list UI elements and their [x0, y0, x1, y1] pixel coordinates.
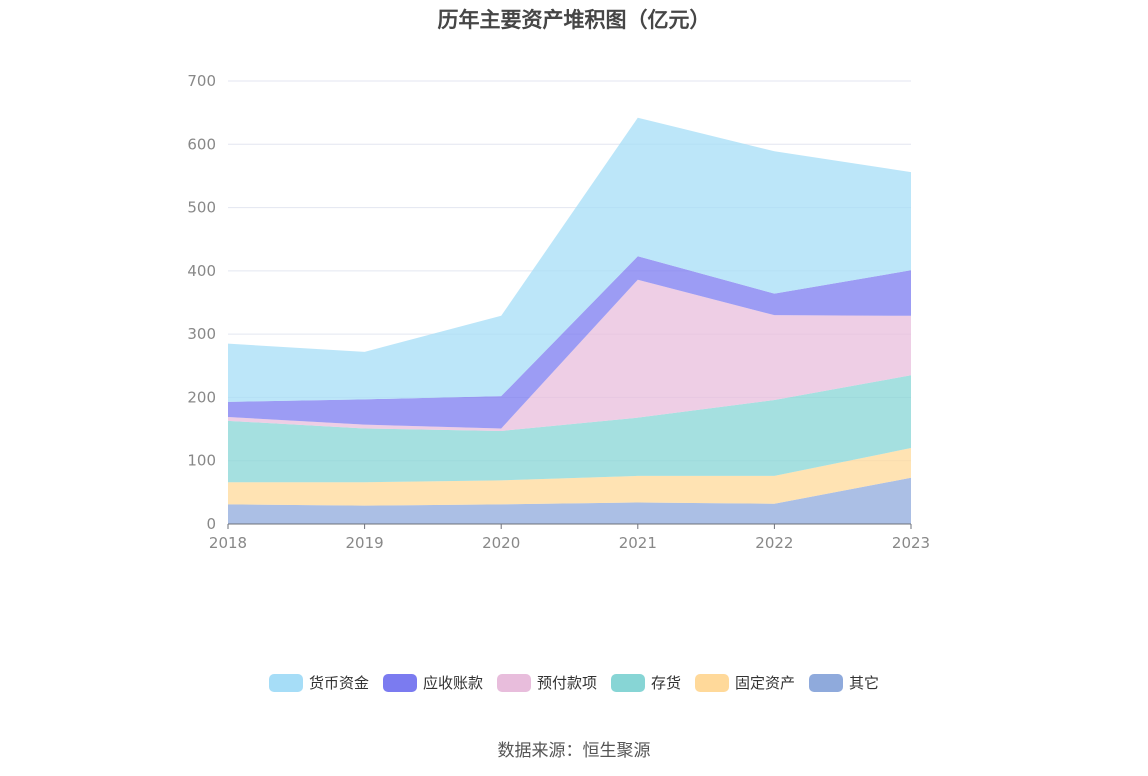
- chart-title: 历年主要资产堆积图（亿元）: [437, 8, 711, 32]
- x-tick-label: 2018: [209, 534, 247, 552]
- legend: 货币资金 应收账款 预付款项 存货 固定资产 其它: [0, 672, 1148, 693]
- y-tick-label: 400: [187, 262, 216, 280]
- area-series: [228, 117, 911, 524]
- legend-label: 固定资产: [735, 674, 796, 692]
- legend-swatch: [809, 673, 844, 692]
- legend-item[interactable]: 应收账款: [382, 672, 483, 693]
- legend-item[interactable]: 其它: [809, 672, 879, 693]
- area-series-存货: [228, 375, 911, 483]
- x-tick-label: 2022: [755, 534, 793, 552]
- source-note: 数据来源：恒生聚源: [497, 741, 651, 761]
- area-series-应收账款: [228, 256, 911, 429]
- x-tick-label: 2023: [892, 534, 930, 552]
- y-tick-label: 200: [187, 388, 216, 406]
- x-tick-label: 2019: [346, 534, 384, 552]
- legend-item[interactable]: 货币资金: [268, 672, 369, 693]
- y-tick-label: 300: [187, 325, 216, 343]
- axes: 0 100 200 300 400 500 600 700 2018 2019 2020 2021 20…: [187, 72, 930, 552]
- x-tick-label: 2021: [619, 534, 657, 552]
- legend-label: 应收账款: [422, 674, 483, 692]
- legend-label: 预付款项: [536, 674, 597, 692]
- y-tick-label: 700: [187, 72, 216, 90]
- chart-area: 0 100 200 300 400 500 600 700 2018 2019 2020 2021 20…: [187, 72, 930, 552]
- legend-swatch: [382, 673, 417, 692]
- y-tick-label: 600: [187, 135, 216, 153]
- x-tick-label: 2020: [482, 534, 520, 552]
- area-series-固定资产: [228, 448, 911, 506]
- legend-swatch: [268, 673, 303, 692]
- legend-item[interactable]: 固定资产: [695, 672, 795, 693]
- legend-swatch: [611, 673, 645, 692]
- area-series-货币资金: [228, 117, 911, 402]
- area-series-预付款项: [228, 279, 911, 431]
- legend-swatch: [695, 673, 730, 692]
- y-tick-label: 100: [187, 452, 216, 470]
- area-series-其它: [228, 477, 911, 524]
- legend-item[interactable]: 预付款项: [496, 672, 597, 693]
- y-tick-label: 0: [206, 515, 216, 533]
- legend-label: 货币资金: [308, 674, 369, 692]
- legend-label: 其它: [849, 674, 880, 692]
- y-tick-label: 500: [187, 199, 216, 217]
- legend-item[interactable]: 存货: [611, 672, 681, 693]
- legend-label: 存货: [651, 674, 682, 692]
- legend-swatch: [496, 673, 531, 692]
